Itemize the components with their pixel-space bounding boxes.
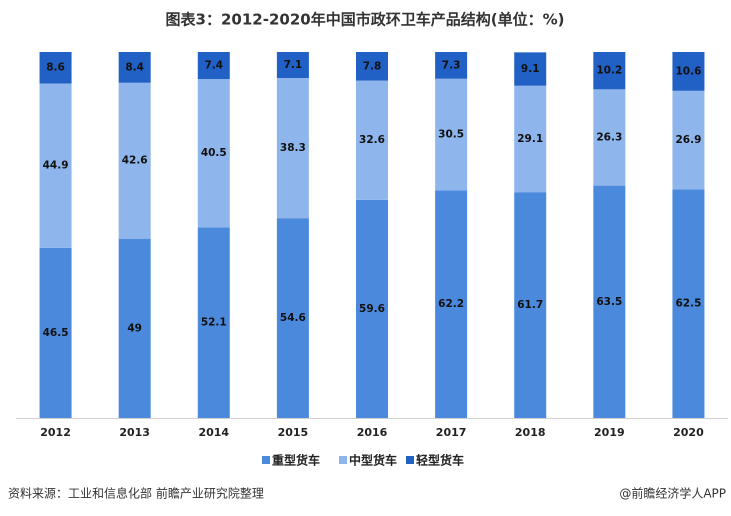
value-label: 38.3 bbox=[280, 142, 306, 154]
legend-swatch bbox=[262, 456, 270, 464]
x-tick-label: 2018 bbox=[515, 426, 546, 439]
x-tick-label: 2016 bbox=[357, 426, 388, 439]
bar-segment bbox=[593, 185, 626, 418]
bar-segment bbox=[276, 52, 309, 78]
value-label: 8.6 bbox=[46, 62, 65, 74]
value-label: 62.2 bbox=[438, 298, 464, 310]
bar-segment bbox=[672, 189, 705, 418]
bar-segment bbox=[593, 52, 626, 90]
bar-segment bbox=[197, 227, 230, 418]
x-tick-label: 2019 bbox=[594, 426, 625, 439]
bar-segment bbox=[39, 83, 72, 248]
bar-segment bbox=[197, 79, 230, 228]
value-label: 40.5 bbox=[201, 147, 227, 159]
x-tick-label: 2013 bbox=[119, 426, 150, 439]
value-label: 9.1 bbox=[521, 63, 540, 75]
bar-segment bbox=[356, 80, 388, 200]
bar-segment bbox=[593, 89, 626, 186]
bar-segment bbox=[118, 52, 151, 83]
x-tick-label: 2014 bbox=[198, 426, 229, 439]
value-label: 26.3 bbox=[596, 131, 622, 143]
bar-segment bbox=[672, 90, 705, 190]
value-label: 49 bbox=[127, 322, 142, 334]
legend-swatch bbox=[406, 456, 414, 464]
value-label: 8.4 bbox=[125, 61, 144, 73]
value-label: 61.7 bbox=[517, 299, 543, 311]
bar-segment bbox=[118, 82, 151, 239]
x-tick-label: 2020 bbox=[673, 426, 704, 439]
value-label: 7.8 bbox=[363, 60, 382, 72]
value-label: 63.5 bbox=[596, 296, 622, 308]
bar-segment bbox=[435, 190, 468, 418]
source: 资料来源：工业和信息化部 前瞻产业研究院整理 bbox=[8, 486, 264, 501]
value-label: 52.1 bbox=[201, 317, 227, 329]
value-label: 46.5 bbox=[43, 327, 69, 339]
value-label: 44.9 bbox=[43, 160, 69, 172]
value-label: 7.1 bbox=[284, 59, 303, 71]
bar-segment bbox=[672, 52, 705, 91]
bar-segment bbox=[514, 192, 547, 418]
value-label: 42.6 bbox=[122, 155, 148, 167]
bar-segment bbox=[514, 85, 547, 193]
credit: @前瞻经济学人APP bbox=[619, 486, 726, 501]
bar-segment bbox=[356, 199, 388, 418]
bar-segment bbox=[118, 238, 151, 418]
chart-title: 图表3：2012-2020年中国市政环卫车产品结构(单位：%) bbox=[166, 11, 565, 29]
x-tick-label: 2017 bbox=[436, 426, 467, 439]
bar-segment bbox=[435, 52, 468, 79]
bar-segment bbox=[435, 78, 468, 191]
value-label: 54.6 bbox=[280, 312, 306, 324]
value-label: 10.2 bbox=[596, 65, 622, 77]
bar-segment bbox=[39, 247, 72, 418]
legend-swatch bbox=[339, 456, 347, 464]
legend-label: 中型货车 bbox=[349, 453, 397, 468]
value-label: 59.6 bbox=[359, 303, 385, 315]
value-label: 7.3 bbox=[442, 59, 461, 71]
x-tick-label: 2015 bbox=[278, 426, 309, 439]
bar-segment bbox=[514, 52, 547, 86]
value-label: 29.1 bbox=[517, 133, 543, 145]
bar-segment bbox=[276, 218, 309, 418]
value-label: 26.9 bbox=[675, 134, 701, 146]
value-label: 30.5 bbox=[438, 129, 464, 141]
bar-segment bbox=[356, 52, 388, 81]
bar-segment bbox=[197, 52, 230, 80]
value-label: 32.6 bbox=[359, 134, 385, 146]
legend-label: 重型货车 bbox=[272, 453, 320, 468]
bar-segment bbox=[276, 77, 309, 219]
legend-label: 轻型货车 bbox=[416, 453, 464, 468]
value-label: 10.6 bbox=[675, 65, 701, 77]
x-tick-label: 2012 bbox=[40, 426, 71, 439]
value-label: 7.4 bbox=[204, 60, 223, 72]
bar-segment bbox=[39, 52, 72, 84]
value-label: 62.5 bbox=[675, 298, 701, 310]
